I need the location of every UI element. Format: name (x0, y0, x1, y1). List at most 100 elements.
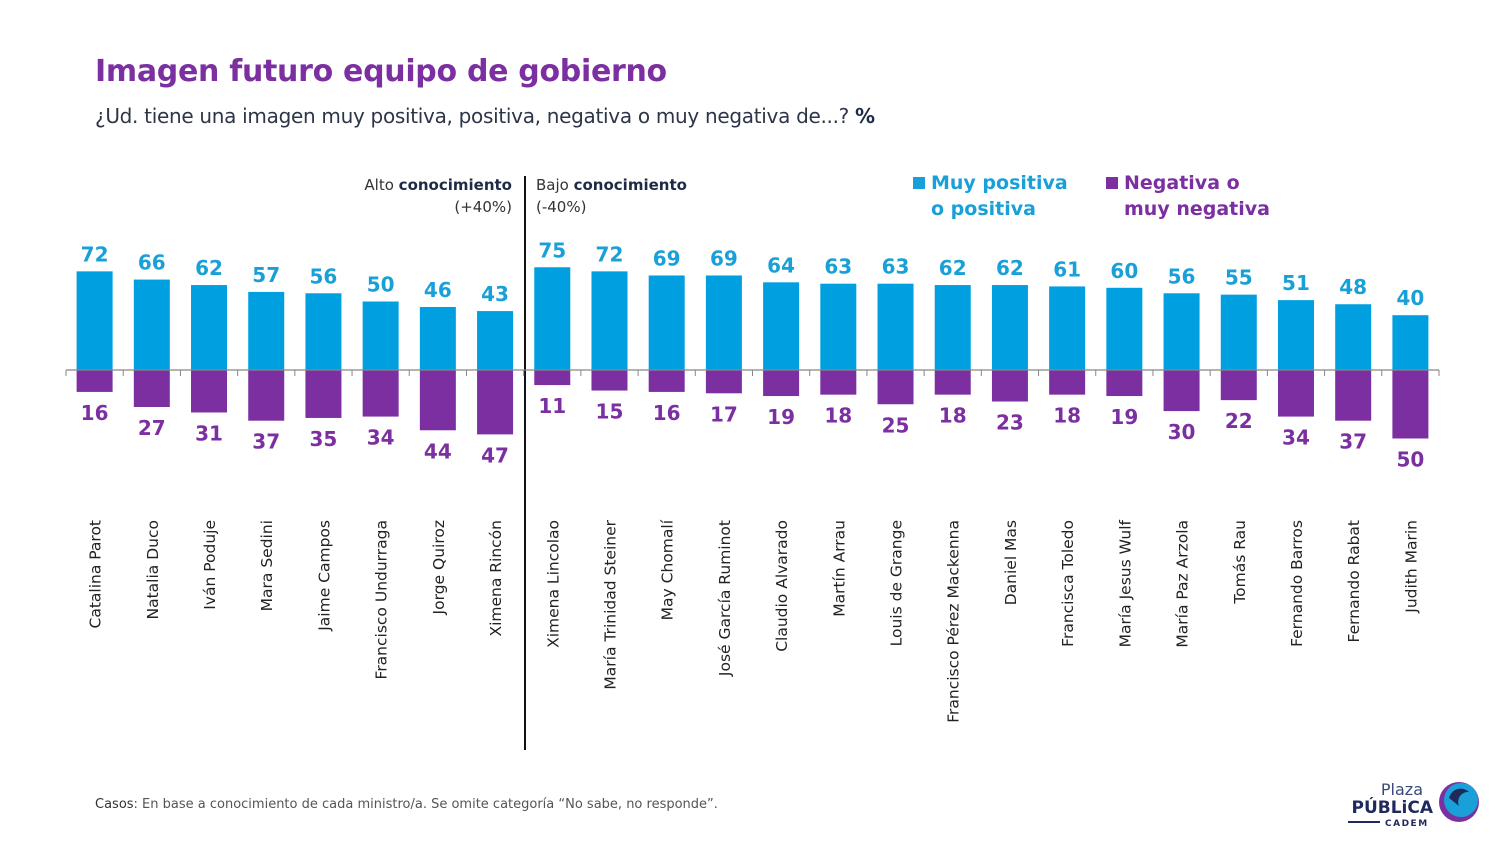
data-label-positive: 72 (81, 242, 109, 266)
data-label-negative: 37 (252, 430, 280, 454)
footnote-label: Casos (95, 797, 134, 812)
data-label-positive: 48 (1339, 275, 1367, 299)
data-label-negative: 19 (1110, 405, 1138, 429)
data-label-positive: 63 (824, 255, 852, 279)
bar-negative (1335, 370, 1372, 421)
category-label: Francisca Toledo (1059, 520, 1077, 647)
plaza-publica-cadem-logo: Plaza PÚBLiCA CADEM (1348, 780, 1479, 829)
data-label-negative: 17 (710, 402, 738, 426)
logo-line3: CADEM (1385, 819, 1429, 829)
bar-positive (1163, 293, 1200, 370)
data-label-negative: 16 (81, 401, 109, 425)
bar-negative (76, 370, 113, 392)
data-label-positive: 62 (939, 256, 967, 280)
data-label-positive: 51 (1282, 271, 1310, 295)
data-label-negative: 37 (1339, 430, 1367, 454)
group-high-bold: conocimiento (398, 176, 512, 194)
data-label-negative: 31 (195, 421, 223, 445)
data-label-positive: 72 (596, 242, 624, 266)
category-label: Fernando Rabat (1345, 520, 1363, 642)
data-label-negative: 11 (538, 394, 566, 418)
logo-underline (1348, 821, 1380, 823)
bar-positive (1277, 300, 1314, 370)
data-label-positive: 62 (996, 256, 1024, 280)
legend-swatch-negative (1106, 177, 1118, 189)
bar-negative (820, 370, 857, 395)
data-label-positive: 69 (710, 246, 738, 270)
data-label-negative: 18 (824, 404, 852, 428)
bar-negative (1049, 370, 1086, 395)
group-low-prefix: Bajo (536, 176, 569, 194)
category-label: Natalia Duco (144, 520, 162, 619)
group-low-bold: conocimiento (573, 176, 687, 194)
bar-positive (191, 285, 228, 370)
bar-negative (534, 370, 571, 386)
data-label-negative: 44 (424, 439, 452, 463)
data-label-negative: 18 (1053, 404, 1081, 428)
category-label: Catalina Parot (87, 520, 105, 629)
bar-positive (991, 285, 1028, 370)
bar-negative (934, 370, 971, 395)
bar-positive (1335, 304, 1372, 370)
group-high-prefix: Alto (364, 176, 394, 194)
bar-positive (419, 306, 456, 370)
legend-swatch-positive (913, 177, 925, 189)
data-label-positive: 61 (1053, 257, 1081, 281)
bar-negative (477, 370, 514, 435)
bar-negative (1277, 370, 1314, 417)
subtitle-text: ¿Ud. tiene una imagen muy positiva, posi… (95, 104, 849, 128)
bar-positive (305, 293, 342, 370)
bar-positive (76, 271, 113, 370)
group-label-low: Bajo conocimiento (-40%) (536, 174, 687, 218)
bar-negative (648, 370, 685, 392)
data-label-negative: 50 (1396, 448, 1424, 472)
bar-negative (763, 370, 800, 397)
bar-negative (419, 370, 456, 431)
chart-subtitle: ¿Ud. tiene una imagen muy positiva, posi… (95, 104, 875, 128)
bar-negative (248, 370, 285, 421)
bar-negative (877, 370, 914, 405)
footnote: Casos: En base a conocimiento de cada mi… (95, 797, 718, 812)
bar-negative (1106, 370, 1143, 397)
group-divider (524, 176, 526, 750)
category-label: Tomás Rau (1231, 520, 1249, 605)
category-label: María Paz Arzola (1174, 520, 1192, 648)
data-label-positive: 63 (882, 255, 910, 279)
data-label-positive: 56 (1168, 264, 1196, 288)
category-label: María Trinidad Steiner (601, 519, 619, 689)
data-label-negative: 47 (481, 443, 509, 467)
bar-positive (477, 311, 514, 370)
data-label-positive: 55 (1225, 266, 1253, 290)
category-label: Claudio Alvarado (773, 520, 791, 652)
data-label-positive: 46 (424, 278, 452, 302)
bar-negative (362, 370, 399, 417)
bar-positive (1049, 286, 1086, 370)
bar-negative (1392, 370, 1429, 439)
data-label-positive: 50 (367, 273, 395, 297)
legend-negative-line1: Negativa o (1124, 172, 1240, 194)
data-label-negative: 30 (1168, 420, 1196, 444)
bar-positive (1220, 294, 1257, 370)
bar-positive (934, 285, 971, 370)
category-label: Ximena Rincón (487, 520, 505, 637)
data-label-positive: 64 (767, 253, 795, 277)
logo-line1: Plaza (1381, 780, 1423, 799)
data-label-positive: 75 (538, 238, 566, 262)
data-label-positive: 69 (653, 246, 681, 270)
legend-positive-line2: o positiva (931, 198, 1036, 220)
category-label: Martín Arrau (830, 520, 848, 617)
data-label-positive: 57 (252, 263, 280, 287)
data-label-negative: 23 (996, 411, 1024, 435)
data-label-positive: 60 (1110, 259, 1138, 283)
data-label-positive: 43 (481, 282, 509, 306)
bar-positive (648, 275, 685, 370)
bar-positive (820, 283, 857, 370)
data-label-negative: 15 (596, 400, 624, 424)
bar-positive (133, 279, 170, 370)
chart-title: Imagen futuro equipo de gobierno (95, 54, 667, 89)
category-label: Daniel Mas (1002, 520, 1020, 605)
bar-negative (991, 370, 1028, 402)
bar-positive (763, 282, 800, 370)
category-label: Iván Poduje (201, 520, 219, 610)
